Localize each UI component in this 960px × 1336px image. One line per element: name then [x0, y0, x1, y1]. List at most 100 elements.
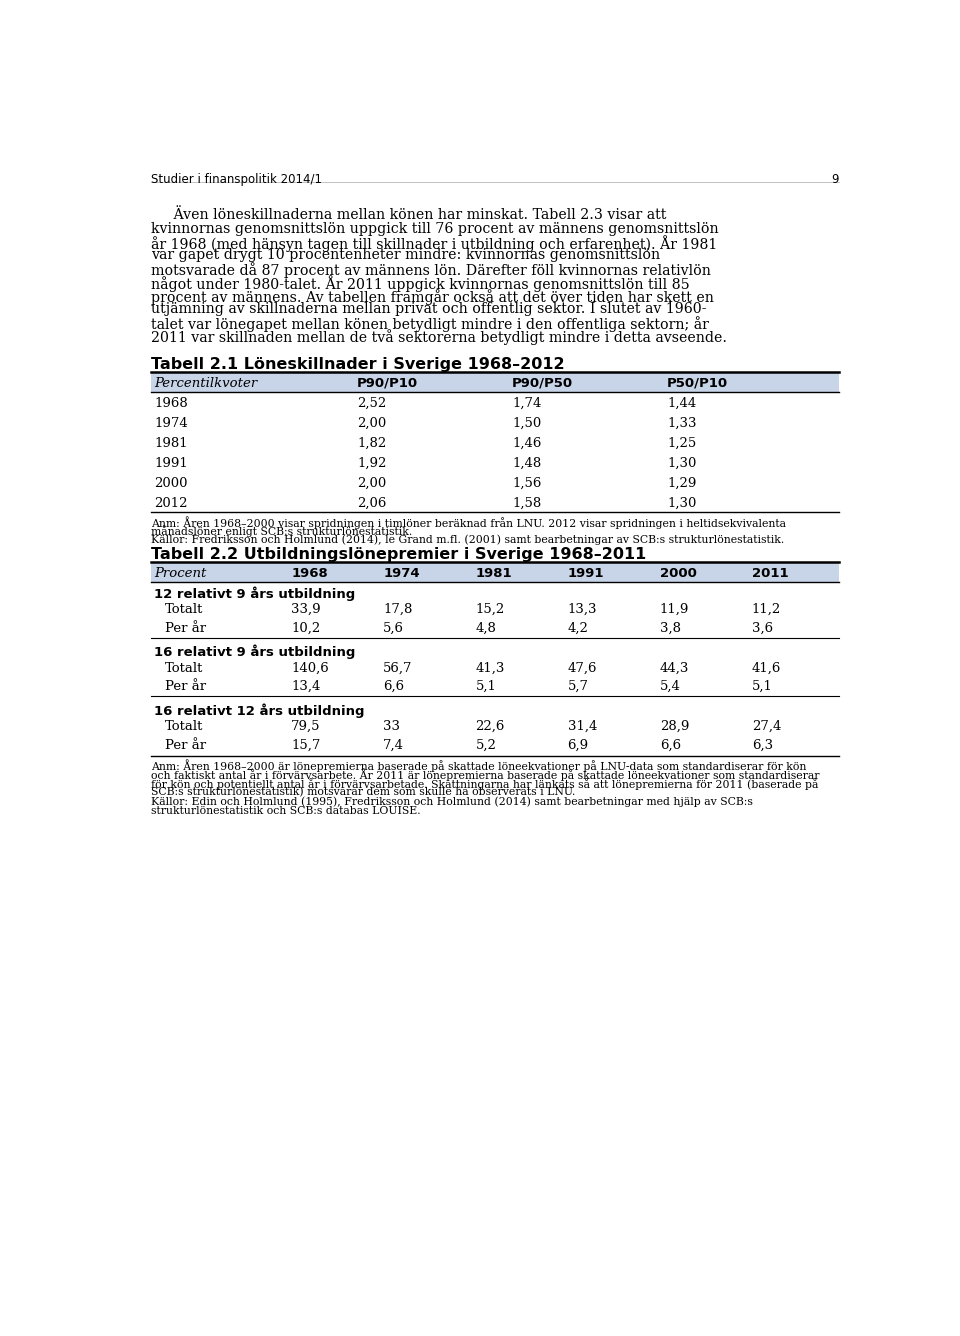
- Text: 13,4: 13,4: [291, 680, 321, 693]
- Text: Även löneskillnaderna mellan könen har minskat. Tabell 2.3 visar att: Även löneskillnaderna mellan könen har m…: [151, 208, 666, 222]
- Bar: [151, 562, 839, 582]
- Text: 31,4: 31,4: [567, 720, 597, 733]
- Text: 5,1: 5,1: [475, 680, 496, 693]
- Text: 33,9: 33,9: [291, 603, 321, 616]
- Text: 1974: 1974: [155, 417, 188, 430]
- Text: P90/P50: P90/P50: [512, 377, 573, 390]
- Text: Per år: Per år: [165, 621, 206, 635]
- Text: utjämning av skillnaderna mellan privat och offentlig sektor. I slutet av 1960-: utjämning av skillnaderna mellan privat …: [151, 302, 707, 317]
- Text: 2000: 2000: [660, 566, 697, 580]
- Text: 3,6: 3,6: [752, 621, 773, 635]
- Text: 56,7: 56,7: [383, 661, 413, 675]
- Text: 4,8: 4,8: [475, 621, 496, 635]
- Text: Anm: Åren 1968–2000 visar spridningen i timlöner beräknad från LNU. 2012 visar s: Anm: Åren 1968–2000 visar spridningen i …: [151, 516, 786, 529]
- Text: 9: 9: [831, 172, 839, 186]
- Text: 28,9: 28,9: [660, 720, 689, 733]
- Text: 5,6: 5,6: [383, 621, 404, 635]
- Text: var gapet drygt 10 procentenheter mindre: kvinnornas genomsnittslön: var gapet drygt 10 procentenheter mindre…: [151, 248, 660, 262]
- Text: 1974: 1974: [383, 566, 420, 580]
- Text: Anm: Åren 1968–2000 är lönepremierna baserade på skattade löneekvationer på LNU-: Anm: Åren 1968–2000 är lönepremierna bas…: [151, 759, 806, 772]
- Text: 11,9: 11,9: [660, 603, 689, 616]
- Text: och faktiskt antal år i förvärvsarbete. År 2011 är lönepremierna baserade på ska: och faktiskt antal år i förvärvsarbete. …: [151, 768, 820, 782]
- Text: 5,1: 5,1: [752, 680, 773, 693]
- Text: 27,4: 27,4: [752, 720, 781, 733]
- Text: 47,6: 47,6: [567, 661, 597, 675]
- Text: 1,74: 1,74: [512, 397, 541, 410]
- Text: 1,44: 1,44: [667, 397, 696, 410]
- Text: 3,8: 3,8: [660, 621, 681, 635]
- Text: 17,8: 17,8: [383, 603, 413, 616]
- Text: 1,56: 1,56: [512, 477, 541, 490]
- Text: 1,29: 1,29: [667, 477, 697, 490]
- Text: 16 relativt 9 års utbildning: 16 relativt 9 års utbildning: [155, 645, 355, 659]
- Text: 1,25: 1,25: [667, 437, 696, 450]
- Text: P50/P10: P50/P10: [667, 377, 729, 390]
- Text: 5,4: 5,4: [660, 680, 681, 693]
- Text: Studier i finanspolitik 2014/1: Studier i finanspolitik 2014/1: [151, 172, 322, 186]
- Text: 33: 33: [383, 720, 400, 733]
- Text: 1968: 1968: [291, 566, 328, 580]
- Text: talet var lönegapet mellan könen betydligt mindre i den offentliga sektorn; år: talet var lönegapet mellan könen betydli…: [151, 315, 708, 331]
- Text: motsvarade då 87 procent av männens lön. Därefter föll kvinnornas relativlön: motsvarade då 87 procent av männens lön.…: [151, 262, 710, 278]
- Text: för kön och potentiellt antal år i förvärvsarbetade. Skattningarna har länkats s: för kön och potentiellt antal år i förvä…: [151, 778, 818, 790]
- Text: 1968: 1968: [155, 397, 188, 410]
- Text: 44,3: 44,3: [660, 661, 689, 675]
- Text: Per år: Per år: [165, 739, 206, 752]
- Text: 1,33: 1,33: [667, 417, 697, 430]
- Text: 11,2: 11,2: [752, 603, 781, 616]
- Text: 1981: 1981: [155, 437, 188, 450]
- Text: 2012: 2012: [155, 497, 187, 510]
- Text: 5,7: 5,7: [567, 680, 588, 693]
- Text: Tabell 2.1 Löneskillnader i Sverige 1968–2012: Tabell 2.1 Löneskillnader i Sverige 1968…: [151, 357, 564, 371]
- Text: Källor: Edin och Holmlund (1995), Fredriksson och Holmlund (2014) samt bearbetni: Källor: Edin och Holmlund (1995), Fredri…: [151, 796, 753, 807]
- Text: 16 relativt 12 års utbildning: 16 relativt 12 års utbildning: [155, 703, 365, 717]
- Text: 2,06: 2,06: [357, 497, 387, 510]
- Text: 22,6: 22,6: [475, 720, 505, 733]
- Text: Totalt: Totalt: [165, 720, 204, 733]
- Text: 13,3: 13,3: [567, 603, 597, 616]
- Text: Tabell 2.2 Utbildningslönepremier i Sverige 1968–2011: Tabell 2.2 Utbildningslönepremier i Sver…: [151, 546, 646, 562]
- Text: 2,00: 2,00: [357, 477, 386, 490]
- Text: 2,00: 2,00: [357, 417, 386, 430]
- Text: 41,6: 41,6: [752, 661, 781, 675]
- Text: SCB:s strukturlönestatistik) motsvarar dem som skulle ha observerats i LNU.: SCB:s strukturlönestatistik) motsvarar d…: [151, 787, 575, 798]
- Text: 140,6: 140,6: [291, 661, 329, 675]
- Text: 1,82: 1,82: [357, 437, 386, 450]
- Text: 6,6: 6,6: [383, 680, 404, 693]
- Text: Totalt: Totalt: [165, 661, 204, 675]
- Text: 1991: 1991: [567, 566, 604, 580]
- Text: 2011 var skillnaden mellan de två sektorerna betydligt mindre i detta avseende.: 2011 var skillnaden mellan de två sektor…: [151, 330, 727, 345]
- Text: 2,52: 2,52: [357, 397, 386, 410]
- Text: 1,58: 1,58: [512, 497, 541, 510]
- Text: 2000: 2000: [155, 477, 187, 490]
- Bar: [151, 371, 839, 391]
- Text: Percentilkvoter: Percentilkvoter: [155, 377, 257, 390]
- Text: 1,92: 1,92: [357, 457, 387, 470]
- Text: 1,48: 1,48: [512, 457, 541, 470]
- Text: 4,2: 4,2: [567, 621, 588, 635]
- Text: 1,30: 1,30: [667, 497, 697, 510]
- Text: 1981: 1981: [475, 566, 512, 580]
- Text: något under 1980-talet. År 2011 uppgick kvinnornas genomsnittslön till 85: något under 1980-talet. År 2011 uppgick …: [151, 275, 689, 293]
- Text: 1,46: 1,46: [512, 437, 541, 450]
- Text: 41,3: 41,3: [475, 661, 505, 675]
- Text: 12 relativt 9 års utbildning: 12 relativt 9 års utbildning: [155, 587, 355, 601]
- Text: kvinnornas genomsnittslön uppgick till 76 procent av männens genomsnittslön: kvinnornas genomsnittslön uppgick till 7…: [151, 222, 719, 235]
- Text: Totalt: Totalt: [165, 603, 204, 616]
- Text: procent av männens. Av tabellen framgår också att det över tiden har skett en: procent av männens. Av tabellen framgår …: [151, 289, 714, 305]
- Text: 1991: 1991: [155, 457, 188, 470]
- Text: strukturlönestatistik och SCB:s databas LOUISE.: strukturlönestatistik och SCB:s databas …: [151, 806, 420, 815]
- Text: P90/P10: P90/P10: [357, 377, 419, 390]
- Text: Procent: Procent: [155, 566, 206, 580]
- Text: 7,4: 7,4: [383, 739, 404, 752]
- Text: 2011: 2011: [752, 566, 788, 580]
- Text: Källor: Fredriksson och Holmlund (2014), le Grand m.fl. (2001) samt bearbetninga: Källor: Fredriksson och Holmlund (2014),…: [151, 534, 784, 545]
- Text: 1,30: 1,30: [667, 457, 697, 470]
- Text: 6,6: 6,6: [660, 739, 681, 752]
- Text: 79,5: 79,5: [291, 720, 321, 733]
- Text: 15,2: 15,2: [475, 603, 505, 616]
- Text: Per år: Per år: [165, 680, 206, 693]
- Text: 6,9: 6,9: [567, 739, 588, 752]
- Text: 6,3: 6,3: [752, 739, 773, 752]
- Text: 10,2: 10,2: [291, 621, 321, 635]
